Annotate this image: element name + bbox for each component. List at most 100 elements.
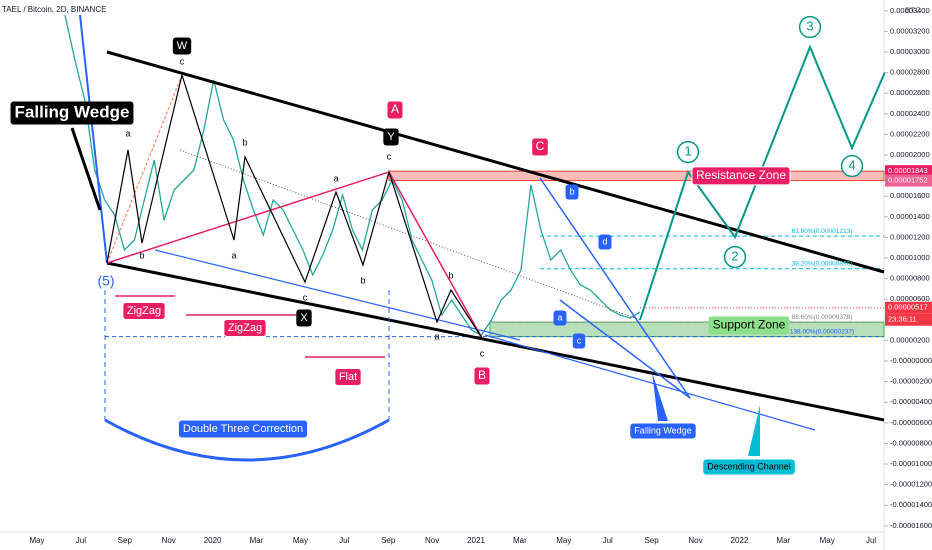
price-tag: 0.00001843 — [888, 166, 928, 175]
x-tick-label: Nov — [425, 536, 439, 545]
x-tick-label: Jul — [866, 536, 876, 545]
callout-pointer — [652, 372, 668, 421]
annotation: c — [480, 348, 485, 358]
level-label: 38.20%(0.00000896) — [792, 260, 853, 267]
annotation: c — [180, 56, 185, 66]
annotation: b — [242, 137, 247, 147]
annotation: c — [303, 292, 308, 302]
annotation-box — [386, 100, 404, 120]
projection-path — [639, 44, 886, 321]
annotation: a — [434, 331, 439, 341]
wedge-line — [106, 261, 885, 422]
countdown-tag: 23:36:11 — [888, 315, 917, 324]
chart-title: TAEL / Bitcoin, 2D, BINANCE — [2, 5, 106, 14]
y-tick-label: -0.00000000 — [890, 356, 932, 365]
y-tick-label: 0.00002600 — [890, 88, 930, 97]
price-tag-bg — [885, 174, 932, 187]
annotation: 4 — [848, 157, 855, 172]
callout-pointer — [70, 127, 102, 211]
annotation-box — [598, 234, 612, 250]
annotation: d — [602, 236, 607, 246]
annotation-box — [223, 319, 267, 337]
x-tick-label: Sep — [381, 536, 396, 545]
resistance-zone — [388, 170, 885, 182]
annotation: b — [360, 275, 365, 285]
annotation: c — [577, 335, 582, 345]
wave-zigzag — [106, 72, 483, 339]
x-tick-label: Jul — [339, 536, 349, 545]
y-tick-label: 0.00003200 — [890, 26, 930, 35]
annotation-circle — [723, 245, 747, 269]
x-tick-label: Mar — [776, 536, 790, 545]
annotation-box — [172, 37, 192, 55]
annotation: A — [391, 102, 399, 116]
annotation-box — [703, 459, 795, 475]
annotation: 3 — [806, 18, 813, 33]
annotation: b — [448, 270, 453, 280]
annotation-box — [572, 333, 586, 349]
price-line — [64, 14, 641, 336]
level-label: 61.80%(0.00001213) — [792, 228, 853, 235]
annotation: ZigZag — [127, 305, 161, 317]
bracket-arc — [104, 418, 390, 462]
y-tick-label: 0.00001600 — [890, 191, 930, 200]
countdown-tag-bg — [885, 313, 932, 326]
level-label: 88.60%(0.00000378) — [792, 314, 853, 321]
annotation-circle — [798, 15, 822, 39]
annotation-box — [296, 309, 312, 327]
annotation: c — [387, 151, 392, 161]
y-tick-label: -0.00000400 — [890, 397, 932, 406]
annotation: b — [569, 186, 574, 196]
dotted-line — [179, 149, 641, 321]
annotation-box — [565, 184, 579, 200]
y-tick-label: -0.00001600 — [890, 521, 932, 530]
annotation: a — [557, 312, 562, 322]
x-tick-label: Jul — [603, 536, 613, 545]
zone-label: Resistance Zone — [696, 168, 786, 182]
annotation-box — [553, 310, 567, 326]
x-tick-label: Nov — [162, 536, 176, 545]
wedge-line — [106, 50, 885, 274]
x-tick-label: Mar — [250, 536, 264, 545]
x-tick-label: Sep — [644, 536, 659, 545]
annotation: a — [125, 128, 130, 138]
annotation-box — [630, 423, 696, 439]
annotation-box — [383, 128, 399, 146]
y-tick-label: 0.00000600 — [890, 294, 930, 303]
y-tick-label: 0.00003400 — [890, 6, 930, 15]
y-tick-label: 0.00003000 — [890, 47, 930, 56]
y-tick-label: -0.00001200 — [890, 480, 932, 489]
y-tick-label: 0.00002200 — [890, 129, 930, 138]
y-tick-label: 0.00002400 — [890, 109, 930, 118]
wave-line — [106, 74, 183, 264]
price-tag: 0.00001752 — [888, 176, 928, 185]
y-tick-label: 0.00001200 — [890, 232, 930, 241]
x-tick-label: 2022 — [731, 536, 749, 545]
x-tick-label: May — [293, 536, 308, 545]
price-tag-bg — [885, 165, 932, 178]
y-tick-label: 0.00000200 — [890, 335, 930, 344]
channel-line — [154, 249, 521, 341]
zone-label: Support Zone — [713, 318, 786, 332]
x-tick-label: May — [820, 536, 835, 545]
x-tick-label: May — [556, 536, 571, 545]
annotation: a — [333, 173, 338, 183]
y-tick-label: -0.00001400 — [890, 500, 932, 509]
annotation: X — [300, 312, 308, 324]
trend-line — [79, 14, 108, 264]
y-tick-label: -0.00000600 — [890, 418, 932, 427]
annotation: B — [478, 368, 486, 382]
zone-label-box — [691, 166, 791, 186]
y-tick-label: -0.00000200 — [890, 377, 932, 386]
annotation: (5) — [97, 273, 114, 289]
x-tick-label: May — [29, 536, 44, 545]
y-tick-label: 0.00002000 — [890, 150, 930, 159]
wedge-line-blue — [559, 299, 691, 399]
annotation: Falling Wedge — [634, 425, 691, 435]
y-tick-label: 0.00002800 — [890, 68, 930, 77]
annotation: Falling Wedge — [15, 102, 130, 121]
x-tick-label: 2020 — [204, 536, 222, 545]
level-label: 138.00%(0.00000237) — [790, 328, 854, 335]
zone-label-box — [708, 316, 790, 335]
annotation: a — [231, 250, 236, 260]
